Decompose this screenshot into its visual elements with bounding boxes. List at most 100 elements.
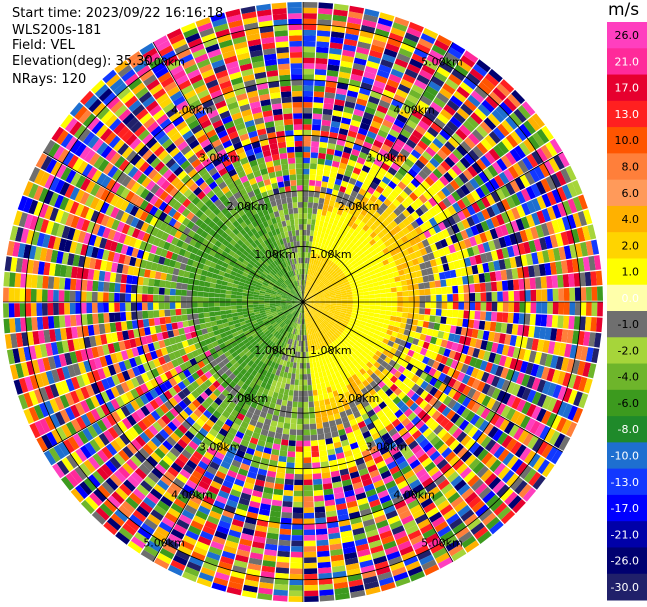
- velocity-gate: [392, 342, 400, 350]
- velocity-gate: [312, 473, 322, 480]
- velocity-gate: [452, 202, 462, 213]
- velocity-gate: [506, 381, 516, 394]
- velocity-gate: [321, 341, 326, 348]
- velocity-gate: [330, 31, 345, 39]
- velocity-gate: [269, 281, 275, 286]
- velocity-gate: [300, 274, 302, 280]
- velocity-gate: [324, 499, 336, 507]
- velocity-gate: [313, 96, 324, 103]
- velocity-gate: [336, 452, 345, 460]
- velocity-gate: [406, 371, 415, 380]
- velocity-gate: [346, 294, 353, 298]
- velocity-gate: [317, 309, 323, 313]
- velocity-gate: [321, 466, 330, 474]
- velocity-gate: [214, 288, 221, 294]
- velocity-gate: [449, 116, 463, 128]
- velocity-gate: [594, 332, 602, 348]
- velocity-gate: [430, 295, 437, 302]
- velocity-gate: [309, 407, 315, 413]
- velocity-gate: [356, 259, 364, 266]
- velocity-gate: [591, 239, 600, 255]
- velocity-gate: [359, 170, 368, 178]
- velocity-gate: [485, 193, 496, 206]
- velocity-gate: [437, 443, 449, 455]
- velocity-gate: [284, 260, 289, 267]
- velocity-gate: [303, 307, 305, 314]
- velocity-gate: [308, 269, 312, 276]
- velocity-gate: [329, 261, 335, 268]
- velocity-gate: [322, 263, 327, 270]
- velocity-gate: [233, 191, 242, 200]
- velocity-gate: [326, 187, 333, 195]
- velocity-gate: [214, 263, 222, 271]
- velocity-gate: [320, 365, 326, 372]
- velocity-gate: [315, 63, 327, 70]
- velocity-gate: [324, 294, 331, 298]
- velocity-gate: [217, 274, 224, 281]
- velocity-gate: [37, 261, 45, 275]
- velocity-gate: [311, 350, 315, 357]
- velocity-gate: [90, 210, 100, 223]
- velocity-gate: [334, 312, 340, 316]
- velocity-gate: [359, 344, 366, 351]
- velocity-gate: [343, 146, 353, 154]
- velocity-gate: [500, 185, 511, 198]
- velocity-gate: [156, 176, 167, 187]
- velocity-gate: [423, 314, 431, 322]
- velocity-gate: [471, 129, 484, 142]
- velocity-gate: [312, 208, 318, 215]
- velocity-gate: [423, 200, 433, 210]
- velocity-gate: [82, 268, 89, 280]
- velocity-gate: [387, 180, 397, 190]
- velocity-gate: [368, 539, 382, 549]
- velocity-gate: [481, 208, 491, 220]
- velocity-gate: [186, 94, 199, 105]
- velocity-gate: [343, 106, 354, 114]
- velocity-gate: [378, 280, 385, 286]
- velocity-gate: [69, 201, 80, 215]
- velocity-gate: [242, 259, 249, 266]
- velocity-gate: [451, 342, 459, 352]
- velocity-gate: [441, 447, 453, 459]
- velocity-gate: [309, 258, 313, 264]
- velocity-gate: [433, 97, 446, 109]
- velocity-gate: [481, 371, 490, 383]
- velocity-gate: [153, 279, 161, 287]
- velocity-gate: [117, 126, 130, 139]
- velocity-gate: [207, 48, 222, 59]
- velocity-gate: [562, 315, 570, 329]
- velocity-gate: [186, 211, 195, 221]
- velocity-gate: [387, 166, 398, 176]
- velocity-gate: [164, 280, 172, 289]
- velocity-gate: [289, 35, 302, 42]
- velocity-gate: [229, 155, 240, 164]
- velocity-gate: [372, 253, 380, 260]
- velocity-gate: [194, 84, 208, 95]
- velocity-gate: [311, 270, 315, 276]
- velocity-gate: [187, 284, 194, 291]
- velocity-gate: [314, 495, 324, 502]
- velocity-gate: [312, 389, 318, 396]
- velocity-gate: [391, 525, 405, 535]
- velocity-gate: [367, 464, 378, 473]
- velocity-gate: [282, 169, 290, 176]
- velocity-gate: [316, 231, 322, 238]
- velocity-gate: [349, 418, 358, 427]
- velocity-gate: [147, 252, 155, 262]
- velocity-gate: [282, 275, 287, 281]
- velocity-gate: [452, 213, 462, 224]
- velocity-gate: [9, 225, 19, 241]
- velocity-gate: [324, 306, 331, 310]
- velocity-gate: [388, 32, 404, 43]
- velocity-gate: [410, 178, 421, 188]
- velocity-gate: [288, 284, 293, 290]
- velocity-gate: [130, 121, 143, 134]
- velocity-gate: [357, 307, 364, 312]
- velocity-gate: [205, 276, 212, 283]
- velocity-gate: [335, 293, 342, 297]
- velocity-gate: [407, 168, 418, 178]
- velocity-gate: [476, 381, 486, 393]
- velocity-gate: [311, 316, 316, 322]
- velocity-gate: [532, 132, 545, 147]
- velocity-gate: [218, 255, 226, 262]
